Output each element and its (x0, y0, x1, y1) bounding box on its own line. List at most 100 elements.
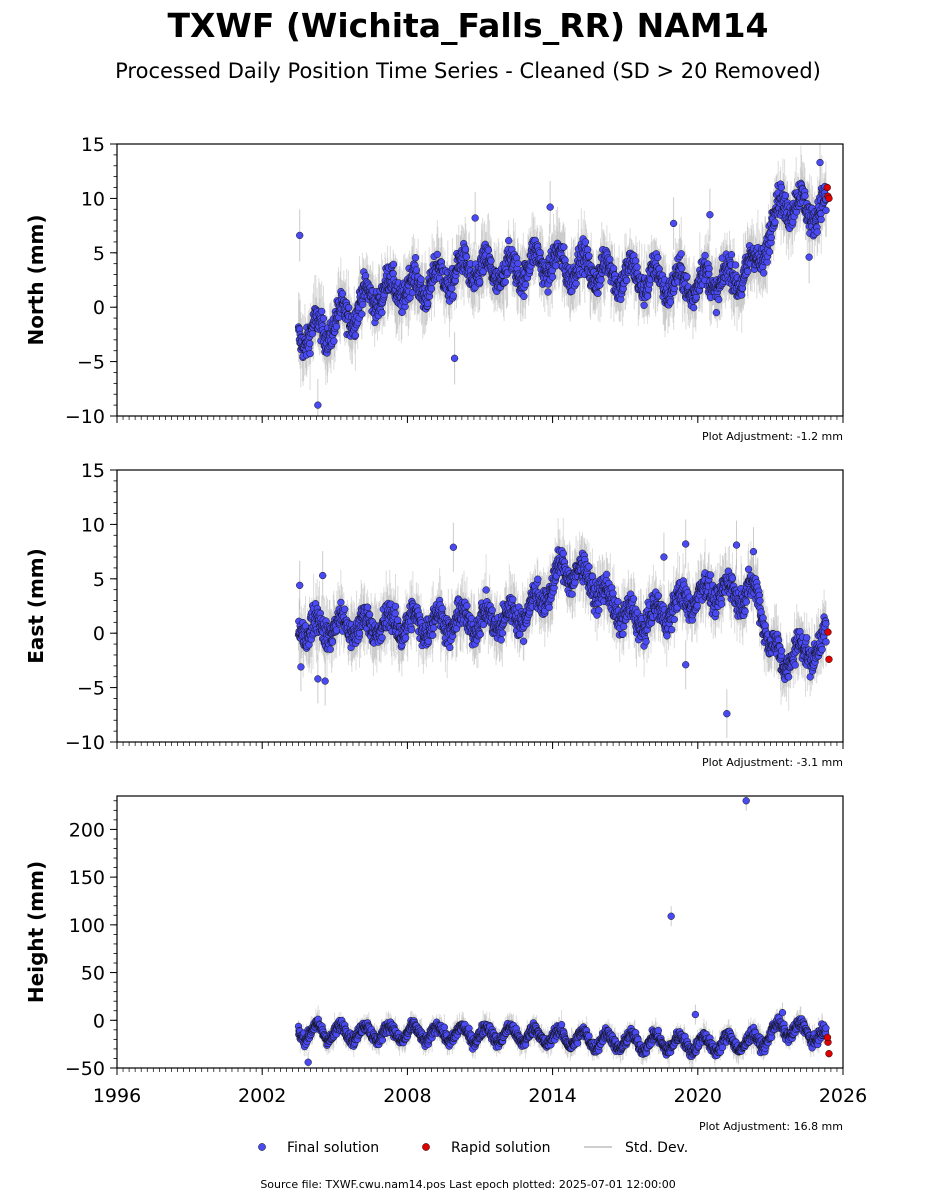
final-point (683, 272, 691, 281)
final-point (816, 158, 824, 167)
final-point (391, 602, 400, 611)
final-point (585, 252, 593, 260)
final-point (614, 597, 622, 606)
final-point (463, 602, 471, 610)
final-point (314, 401, 322, 409)
std-dev-bars (298, 144, 827, 416)
final-point (378, 308, 386, 317)
final-point (446, 643, 454, 652)
y-tick-label: 5 (93, 243, 105, 265)
final-point (438, 604, 446, 613)
final-point (813, 228, 821, 236)
final-point (326, 645, 334, 653)
final-point (338, 290, 347, 298)
final-point (411, 254, 420, 262)
final-point (394, 616, 402, 624)
plot-area (294, 144, 833, 416)
y-tick-label: −5 (77, 352, 105, 374)
final-point (559, 549, 567, 558)
final-point (548, 273, 557, 281)
final-point (296, 231, 304, 240)
final-point (308, 330, 317, 338)
final-point (706, 211, 714, 219)
final-point (690, 304, 698, 312)
final-point (430, 624, 438, 632)
final-point (449, 292, 457, 300)
final-point (781, 191, 790, 200)
final-point (801, 192, 809, 200)
final-point (424, 299, 432, 308)
rapid-point (825, 194, 833, 203)
rapid-solution-points (823, 183, 833, 203)
final-point (519, 637, 528, 645)
final-point (389, 260, 398, 269)
final-point (461, 245, 470, 253)
final-point (602, 570, 611, 579)
final-point (805, 253, 813, 261)
final-point (306, 349, 314, 358)
final-point (712, 308, 721, 317)
final-point (581, 238, 590, 246)
final-point (337, 598, 345, 607)
final-point (424, 637, 432, 645)
panels: −10 −5 0 5 10 15 North (mm) Plot Adjustment: -1… (24, 134, 867, 1133)
final-point (319, 314, 328, 323)
figure-subtitle: Processed Daily Position Time Series - C… (115, 59, 821, 83)
final-point (623, 276, 631, 285)
final-point (412, 266, 421, 274)
final-point (328, 638, 337, 646)
final-point (448, 284, 456, 293)
final-point (417, 275, 425, 283)
final-point (391, 609, 399, 617)
final-point (450, 354, 459, 362)
y-tick-label: 0 (93, 297, 105, 319)
final-point (595, 606, 603, 614)
final-point (585, 563, 593, 571)
final-point (484, 246, 493, 254)
final-point (429, 631, 437, 639)
final-point (514, 259, 522, 268)
plot-area (294, 517, 833, 739)
final-point (777, 183, 786, 192)
final-point (534, 575, 542, 583)
figure-title: TXWF (Wichita_Falls_RR) NAM14 (167, 6, 768, 45)
final-point (767, 233, 775, 242)
final-solution-points (294, 158, 830, 409)
final-point (358, 310, 366, 318)
final-point (363, 603, 372, 611)
final-point (715, 295, 723, 304)
final-point (727, 250, 736, 259)
final-point (640, 301, 648, 309)
final-point (666, 298, 675, 306)
final-point (738, 291, 746, 299)
final-point (678, 264, 686, 272)
final-point (817, 215, 825, 224)
final-point (427, 285, 436, 293)
final-point (365, 610, 374, 619)
final-point (760, 269, 768, 277)
y-axis-label: North (mm) (24, 214, 48, 345)
final-point (744, 267, 752, 276)
final-point (619, 630, 627, 638)
final-point (402, 634, 410, 642)
plot-adjustment-note: Plot Adjustment: -1.2 mm (702, 430, 843, 443)
final-point (536, 248, 544, 257)
panel-0: −10 −5 0 5 10 15 North (mm) Plot Adjustment: -1… (24, 134, 844, 443)
final-point (609, 264, 618, 273)
final-point (765, 248, 774, 256)
final-point (476, 630, 484, 638)
final-point (345, 303, 353, 312)
final-point (433, 250, 441, 259)
final-point (476, 278, 484, 286)
final-point (482, 586, 490, 594)
final-point (633, 263, 641, 271)
final-point (351, 331, 360, 339)
final-point (509, 595, 517, 604)
final-point (552, 262, 560, 270)
y-tick-label: −10 (65, 406, 105, 428)
final-point (505, 236, 513, 245)
final-point (498, 629, 507, 637)
final-point (654, 253, 662, 262)
final-point (487, 257, 495, 265)
